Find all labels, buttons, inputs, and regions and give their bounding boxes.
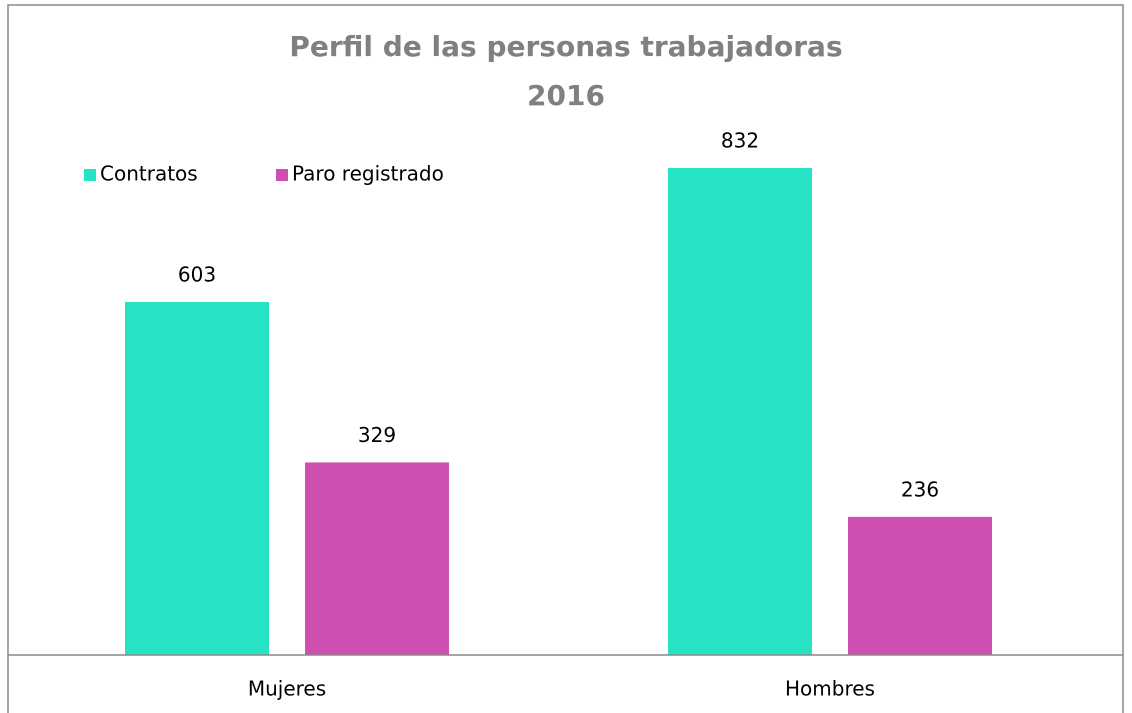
legend-label: Contratos bbox=[100, 162, 198, 186]
bar bbox=[848, 516, 992, 655]
data-label: 236 bbox=[901, 477, 939, 501]
x-tick-label: Hombres bbox=[785, 677, 875, 701]
bar bbox=[125, 302, 269, 655]
data-label: 603 bbox=[178, 263, 216, 287]
chart-title: Perfil de las personas trabajadoras bbox=[289, 30, 842, 63]
data-label: 329 bbox=[358, 423, 396, 447]
data-label: 832 bbox=[721, 129, 759, 153]
bar bbox=[305, 462, 449, 655]
legend-label: Paro registrado bbox=[292, 162, 444, 186]
legend-swatch bbox=[84, 169, 96, 181]
legend-swatch bbox=[276, 169, 288, 181]
bar bbox=[668, 168, 812, 655]
x-tick-label: Mujeres bbox=[248, 677, 326, 701]
chart-frame bbox=[7, 4, 1124, 713]
chart-subtitle: 2016 bbox=[527, 79, 605, 112]
